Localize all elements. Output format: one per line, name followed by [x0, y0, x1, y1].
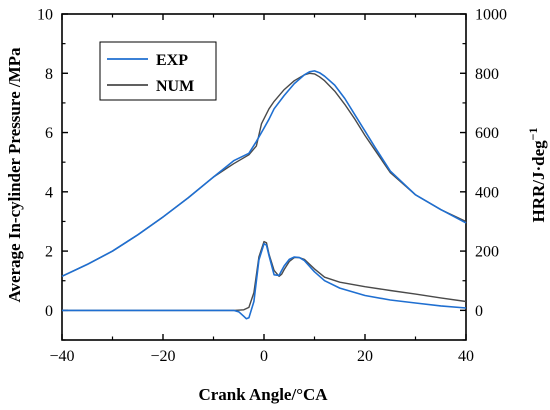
y-right-tick-label: 400: [475, 184, 499, 201]
y-left-tick-label: 4: [45, 184, 53, 201]
series-line-exp-hrr: [62, 242, 467, 320]
y-right-tick-label: 800: [475, 66, 499, 83]
y-right-tick-label: 600: [475, 125, 499, 142]
legend-label-exp: EXP: [156, 52, 188, 69]
y-left-tick-label: 10: [37, 7, 53, 24]
series-line-num-hrr: [62, 240, 467, 312]
y-left-axis-title: Average In-cylinder Pressure /MPa: [5, 47, 24, 303]
y-left-tick-label: 2: [45, 244, 53, 261]
x-tick-label: 40: [458, 348, 474, 365]
y-right-axis-title-sup: −1: [526, 127, 540, 140]
legend: EXP NUM: [99, 41, 217, 101]
x-tick-label: −40: [49, 348, 74, 365]
y-right-axis-title-main: HRR/J·deg: [529, 140, 548, 223]
series-line-exp-pressure: [61, 70, 467, 278]
y-left-tick-label: 6: [45, 125, 53, 142]
series-group: [61, 70, 467, 320]
y-left-tick-label: 8: [45, 66, 53, 83]
y-right-tick-label: 0: [475, 303, 483, 320]
x-axis-title: Crank Angle/°CA: [198, 385, 328, 404]
x-tick-label: 20: [357, 348, 373, 365]
y-right-tick-label: 200: [475, 244, 499, 261]
x-tick-label: 0: [260, 348, 268, 365]
legend-box: [99, 41, 217, 101]
y-right-tick-label: 1000: [475, 7, 507, 24]
legend-label-num: NUM: [156, 78, 194, 95]
x-tick-label: −20: [150, 348, 175, 365]
y-right-axis-title: HRR/J·deg−1: [526, 127, 548, 222]
y-left-tick-label: 0: [45, 303, 53, 320]
